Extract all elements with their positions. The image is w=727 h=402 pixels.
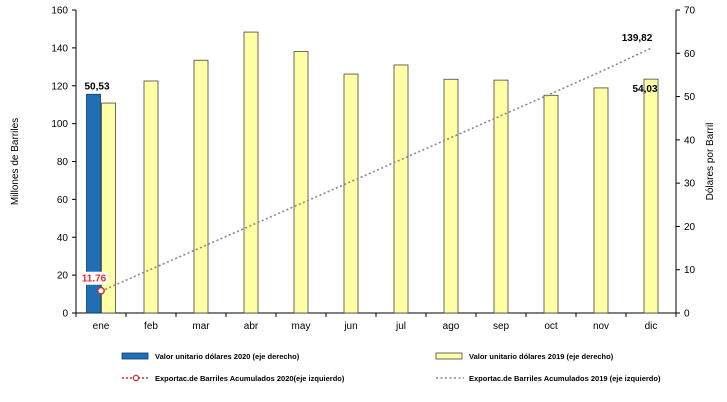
legend-swatch-marker xyxy=(132,374,140,382)
axes: 0 20 40 60 80 100 120 140 160 0 10 20 30 40 50 60 70 ene f… xyxy=(10,6,716,333)
x-tick-label: may xyxy=(292,321,311,332)
bar-2019 xyxy=(643,78,659,314)
legend-label: Valor unitario dólares 2020 (eje derecho… xyxy=(155,352,300,361)
y-right-tick-label: 40 xyxy=(684,135,696,146)
bar-2019 xyxy=(143,80,159,314)
y-right-tick-label: 70 xyxy=(684,6,696,17)
x-tick-label: jun xyxy=(343,321,357,332)
x-tick-label: ene xyxy=(93,321,110,332)
legend-label: Exportac.de Barriles Acumulados 2019 (ej… xyxy=(469,374,661,383)
bar-2019 xyxy=(543,94,559,314)
lines xyxy=(97,47,652,295)
x-tick-label: mar xyxy=(192,321,210,332)
x-tick-label: dic xyxy=(645,321,658,332)
point-2020-cumulative xyxy=(97,286,105,295)
y-left-tick-label: 40 xyxy=(57,233,69,244)
x-tick-label: ago xyxy=(443,321,460,332)
y-left-tick-label: 100 xyxy=(51,119,68,130)
label-2020-cumulative: 11.76 xyxy=(82,274,107,285)
legend-swatch-bar xyxy=(121,352,149,360)
bar-2019 xyxy=(593,87,609,314)
y-left-axis-title: Millones de Barriles xyxy=(10,118,21,205)
bar-2019 xyxy=(101,102,116,314)
label-2020-cumulative-bg xyxy=(80,271,108,285)
bars xyxy=(86,31,659,314)
y-right-tick-label: 0 xyxy=(684,309,690,320)
bar-2019 xyxy=(293,51,309,314)
y-right-tick-label: 10 xyxy=(684,265,696,276)
x-tick-label: sep xyxy=(493,321,510,332)
bar-2019 xyxy=(343,73,359,314)
x-tick-label: oct xyxy=(544,321,558,332)
y-left-tick-label: 140 xyxy=(51,43,68,54)
x-tick-label: nov xyxy=(593,321,609,332)
bar-2020 xyxy=(86,93,101,314)
y-right-tick-label: 30 xyxy=(684,179,696,190)
y-left-tick-label: 60 xyxy=(57,195,69,206)
bar-2019 xyxy=(443,78,459,314)
y-left-tick-label: 160 xyxy=(51,6,68,17)
legend-label: Valor unitario dólares 2019 (eje derecho… xyxy=(469,352,614,361)
y-left-tick-label: 120 xyxy=(51,81,68,92)
legend-label: Exportac.de Barriles Acumulados 2020(eje… xyxy=(155,374,345,383)
bar-2019 xyxy=(243,31,259,314)
legend-swatch-bar xyxy=(435,352,463,360)
x-tick-label: jul xyxy=(395,321,406,332)
x-tick-label: abr xyxy=(244,321,259,332)
annotations: 50,53 54,03 11.76 139,82 xyxy=(80,33,658,285)
line-2019-cumulative xyxy=(100,47,652,292)
y-left-tick-label: 0 xyxy=(62,309,68,320)
y-right-tick-label: 50 xyxy=(684,92,696,103)
label-2020-value: 50,53 xyxy=(84,81,109,92)
y-left-tick-label: 20 xyxy=(57,271,69,282)
y-right-tick-label: 20 xyxy=(684,222,696,233)
x-tick-label: feb xyxy=(144,321,158,332)
legend: Valor unitario dólares 2020 (eje derecho… xyxy=(121,352,661,383)
bar-2019 xyxy=(493,79,509,314)
y-right-axis-title: Dólares por Barril xyxy=(705,123,716,201)
label-2019-dec-value: 54,03 xyxy=(632,84,657,95)
bar-2019 xyxy=(393,64,409,314)
bar-2019 xyxy=(193,59,209,314)
label-2019-cumulative-end: 139,82 xyxy=(622,33,653,44)
y-right-tick-label: 60 xyxy=(684,49,696,60)
y-left-tick-label: 80 xyxy=(57,157,69,168)
